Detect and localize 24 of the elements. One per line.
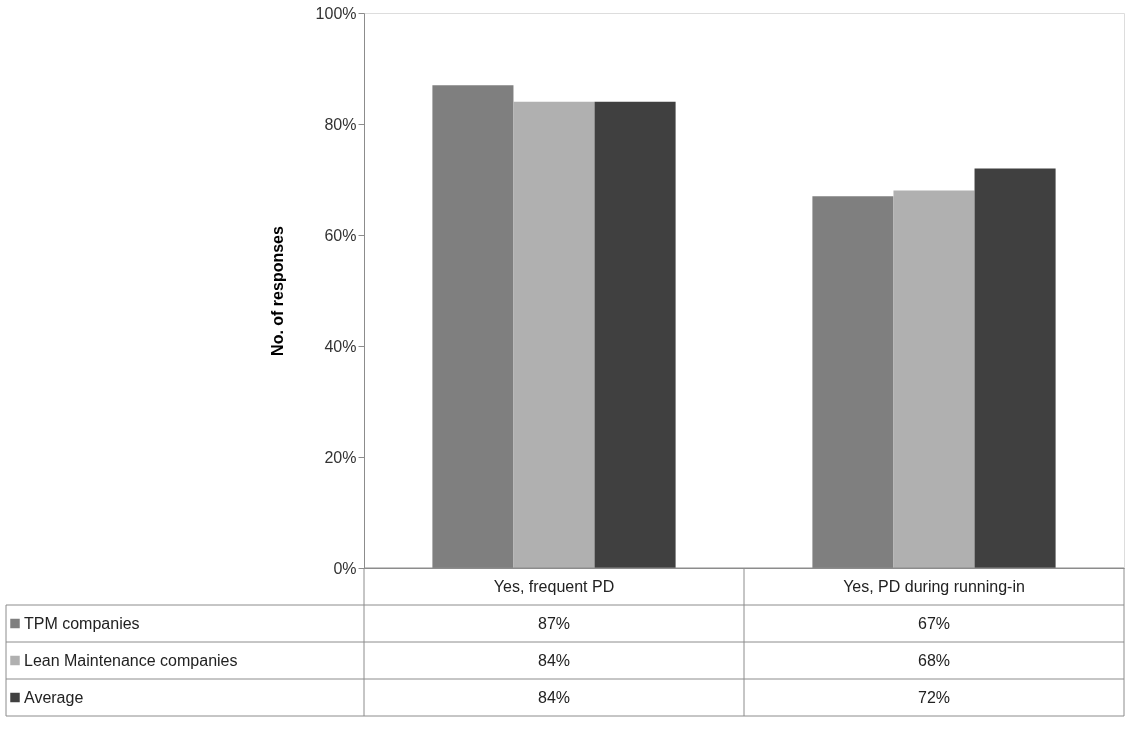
y-tick-label: 0% [333, 559, 357, 577]
legend-label: TPM companies [24, 614, 140, 632]
y-tick-label: 60% [324, 226, 357, 244]
x-tick-label: Yes, PD during running-in [843, 577, 1025, 595]
data-label: 67% [917, 614, 951, 632]
bar [974, 168, 1056, 568]
data-label: 87% [537, 614, 571, 632]
y-tick-label: 40% [324, 337, 357, 355]
data-label: 84% [537, 651, 571, 669]
y-tick-label: 100% [315, 4, 357, 22]
data-label: 68% [917, 651, 951, 669]
x-tick-label: Yes, frequent PD [493, 577, 615, 595]
bar [812, 196, 894, 568]
bar [432, 85, 514, 568]
legend-label: Average [24, 688, 84, 706]
bar [893, 190, 975, 568]
y-tick-label: 20% [324, 448, 357, 466]
legend-label: Lean Maintenance companies [24, 651, 238, 669]
y-axis-title: No. of responses [268, 226, 286, 356]
data-label: 84% [537, 688, 571, 706]
y-tick-label: 80% [324, 115, 357, 133]
bar [513, 101, 595, 568]
data-label: 72% [917, 688, 951, 706]
bar [594, 101, 676, 568]
